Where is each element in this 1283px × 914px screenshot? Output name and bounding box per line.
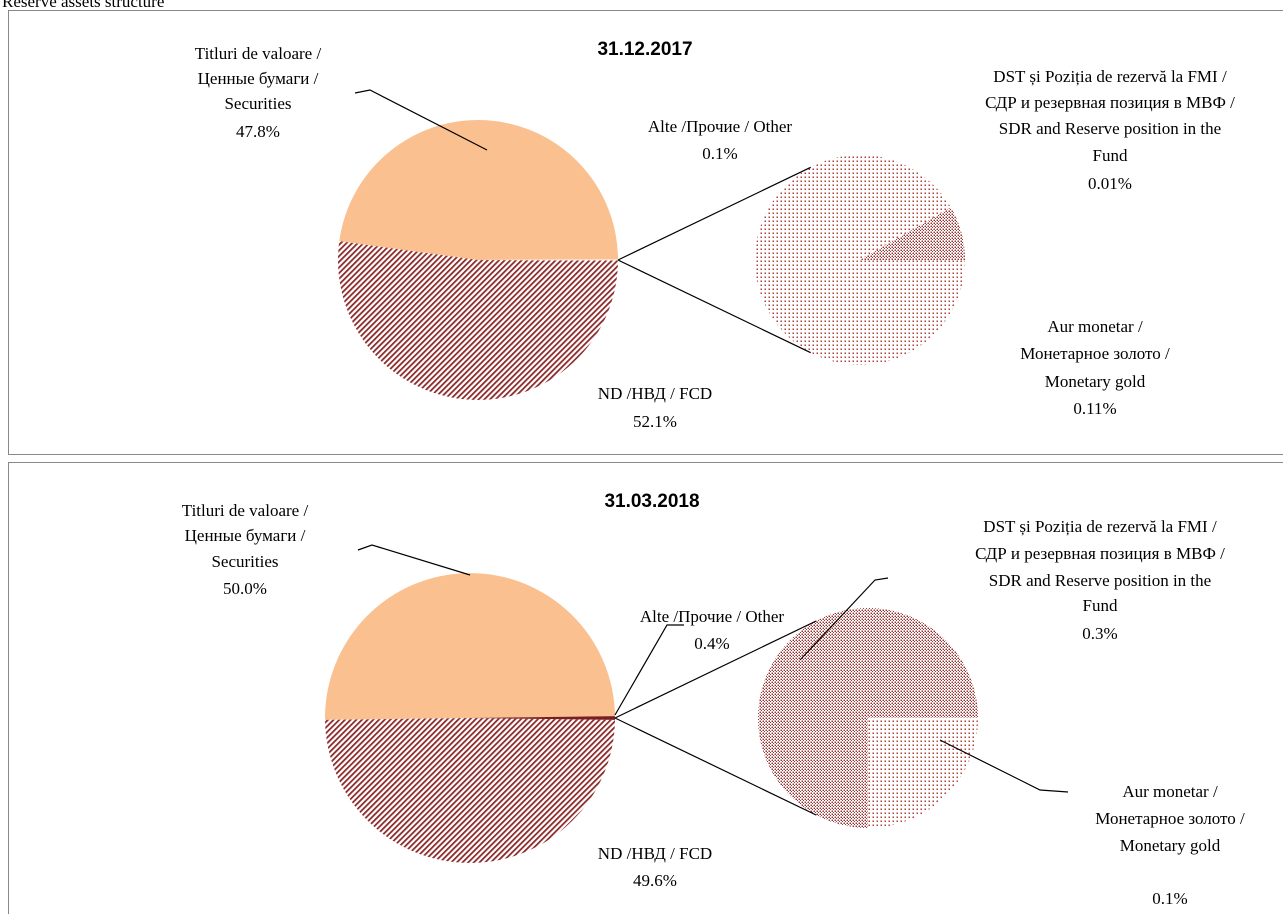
leader-line <box>357 544 471 576</box>
slice-label: Titluri de valoare / <box>182 501 309 520</box>
slice-label: Монетарное золото / <box>1020 344 1170 363</box>
slice-label: Alte /Прочие / Other <box>640 607 785 626</box>
pie-slice <box>478 259 619 261</box>
pie-slice <box>339 119 618 261</box>
slice-label: Titluri de valoare / <box>195 44 322 63</box>
pie-slice <box>755 154 965 365</box>
pie-slice <box>470 716 615 720</box>
slice-label: Ценные бумаги / <box>185 526 306 545</box>
value-label: 50.0% <box>223 579 267 598</box>
slice-label: ND /НВД / FCD <box>598 384 712 403</box>
value-label: 0.11% <box>1073 399 1116 418</box>
value-label: 49.6% <box>633 871 677 890</box>
slice-label: Fund <box>1093 146 1128 165</box>
leader-line <box>354 89 488 151</box>
pie-slice <box>325 718 615 863</box>
slice-label: DST și Poziția de rezervă la FMI / <box>983 517 1217 536</box>
pie-slice <box>868 718 978 828</box>
leader-line <box>799 577 889 661</box>
page-title: Reserve assets structure <box>2 0 164 11</box>
slice-label: DST și Poziția de rezervă la FMI / <box>993 67 1227 86</box>
value-label: 52.1% <box>633 412 677 431</box>
value-label: 0.01% <box>1088 174 1132 193</box>
chart-title: 31.03.2018 <box>604 491 699 512</box>
value-label: 0.3% <box>1082 624 1117 643</box>
slice-label: Securities <box>211 552 278 571</box>
slice-label: Alte /Прочие / Other <box>648 117 793 136</box>
value-label: 0.4% <box>694 634 729 653</box>
connector-line <box>614 717 817 816</box>
slice-label: ND /НВД / FCD <box>598 844 712 863</box>
chart-title: 31.12.2017 <box>597 39 692 60</box>
slice-label: Aur monetar / <box>1047 317 1143 336</box>
pie-slice <box>338 241 618 400</box>
leader-line <box>614 624 684 716</box>
pie-slice <box>325 573 615 720</box>
leader-line <box>939 739 1069 793</box>
panel <box>8 10 1283 455</box>
connector-line <box>614 620 817 719</box>
slice-label: SDR and Reserve position in the <box>999 119 1221 138</box>
slice-label: Monetary gold <box>1045 372 1146 391</box>
connector-line <box>617 259 811 354</box>
slice-label: СДР и резервная позиция в МВФ / <box>975 544 1225 563</box>
slice-label: Monetary gold <box>1120 836 1221 855</box>
slice-label: Монетарное золото / <box>1095 809 1245 828</box>
panel <box>8 462 1283 914</box>
slice-label: Securities <box>224 94 291 113</box>
value-label: 0.1% <box>1152 889 1187 908</box>
connector-line <box>617 166 811 261</box>
value-label: 0.1% <box>702 144 737 163</box>
slice-label: Ценные бумаги / <box>198 69 319 88</box>
value-label: 47.8% <box>236 122 280 141</box>
slice-label: Aur monetar / <box>1122 782 1218 801</box>
slice-label: SDR and Reserve position in the <box>989 571 1211 590</box>
pie-slice <box>860 207 965 260</box>
slice-label: Fund <box>1083 596 1118 615</box>
slice-label: СДР и резервная позиция в МВФ / <box>985 93 1235 112</box>
